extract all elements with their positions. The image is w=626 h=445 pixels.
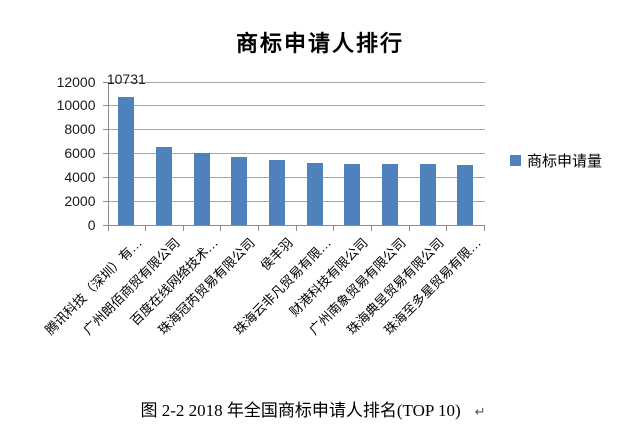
- y-tick: [102, 201, 108, 203]
- x-tick: [107, 226, 109, 231]
- gridline: [107, 105, 485, 107]
- bar: [306, 163, 323, 225]
- legend: 商标申请量: [510, 150, 602, 171]
- y-tick: [102, 129, 108, 131]
- x-axis-line: [107, 225, 485, 226]
- legend-swatch: [510, 155, 521, 166]
- gridline: [107, 81, 485, 83]
- bar: [457, 164, 474, 225]
- legend-label: 商标申请量: [527, 154, 603, 170]
- figure-caption: 图 2-2 2018 年全国商标申请人排名(TOP 10) ↵: [0, 396, 626, 421]
- y-tick-label: 12000: [56, 73, 96, 90]
- y-tick-label: 8000: [64, 121, 96, 138]
- bar: [118, 96, 135, 225]
- y-tick: [102, 105, 108, 107]
- y-tick: [102, 225, 108, 226]
- y-tick-label: 0: [87, 217, 96, 233]
- bar: [155, 147, 172, 225]
- bar: [268, 160, 285, 225]
- x-tick: [295, 226, 297, 231]
- bar: [419, 164, 436, 225]
- y-tick-label: 2000: [64, 193, 96, 210]
- y-tick-label: 10000: [56, 97, 96, 114]
- gridline: [107, 177, 485, 179]
- gridline: [107, 201, 485, 203]
- bar: [231, 156, 248, 225]
- bar-data-label: 10731: [106, 70, 146, 87]
- x-tick: [446, 226, 448, 231]
- paragraph-mark-icon: ↵: [474, 404, 486, 419]
- bar: [193, 152, 210, 225]
- y-axis-line: [107, 81, 109, 226]
- chart-title: 商标申请人排行: [235, 31, 404, 56]
- caption-text: 图 2-2 2018 年全国商标申请人排名(TOP 10): [140, 401, 461, 420]
- y-tick: [102, 177, 108, 179]
- x-tick: [220, 226, 222, 231]
- bar: [381, 164, 398, 225]
- x-tick: [371, 226, 373, 231]
- gridline: [107, 153, 485, 155]
- x-tick: [258, 226, 260, 231]
- gridline: [107, 129, 485, 131]
- x-tick: [182, 226, 184, 231]
- bar: [344, 163, 361, 225]
- x-tick: [333, 226, 335, 231]
- x-tick: [484, 226, 485, 231]
- y-tick: [102, 153, 108, 155]
- bar-chart: 商标申请人排行 商标申请量 0 2000 4000 6000 8000 10000 1200…: [43, 31, 603, 338]
- y-tick: [102, 81, 108, 83]
- y-tick-label: 6000: [64, 145, 96, 162]
- x-tick: [408, 226, 410, 231]
- y-tick-label: 4000: [64, 169, 96, 186]
- x-tick: [145, 226, 147, 231]
